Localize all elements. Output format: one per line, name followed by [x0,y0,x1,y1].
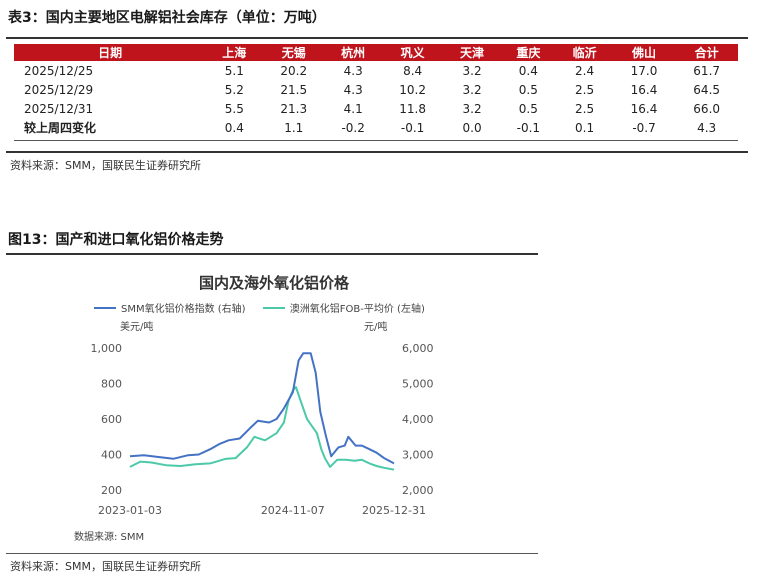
x-tick-label: 2025-12-31 [362,504,426,517]
table-cell: 0.4 [224,120,244,135]
y-right-tick-label: 2,000 [402,484,434,497]
table-row-label: 较上周四变化 [24,121,97,135]
legend-label-fob: 澳洲氧化铝FOB-平均价 (左轴) [289,304,425,315]
right-axis-unit: 元/吨 [364,322,388,333]
table-cell: 20.2 [280,63,308,78]
table-header-cell: 杭州 [325,44,382,61]
table-header-row: 日期 上海 无锡 杭州 巩义 天津 重庆 临沂 佛山 合计 [14,44,738,61]
table-cell: 0.5 [518,101,538,116]
table-cell: 4.1 [343,101,363,116]
table-cell: 61.7 [693,63,721,78]
figure-bottom-rule [6,553,538,554]
table-header-cell: 佛山 [612,44,676,61]
left-axis-unit: 美元/吨 [120,322,154,333]
table-cell: 4.3 [343,82,363,97]
figure-source: 资料来源：SMM，国联民生证券研究所 [10,560,201,573]
chart-footnote: 数据来源: SMM [74,532,145,543]
table-header-cell: 重庆 [500,44,557,61]
legend-swatch-smm [94,306,116,309]
table-row-label: 2025/12/31 [24,101,94,116]
table-cell: 3.2 [462,63,482,78]
table-cell: 16.4 [630,82,658,97]
table-cell: 3.2 [462,82,482,97]
alumina-price-chart: 国内及海外氧化铝价格 SMM氧化铝价格指数 (右轴) 澳洲氧化铝FOB-平均价 … [74,264,474,549]
table-cell: 2.5 [575,101,595,116]
y-left-tick-label: 800 [101,378,122,391]
table-row: 2025/12/31 5.5 21.3 4.1 11.8 3.2 0.5 2.5 16.4 66.… [14,99,738,118]
table-cell: 21.3 [280,101,308,116]
series-line-fob [129,386,395,471]
table-header-cell: 上海 [206,44,263,61]
y-right-tick-label: 5,000 [402,378,434,391]
table-cell: 0.4 [518,63,538,78]
table-header-cell: 合计 [675,44,738,61]
table-header-cell: 临沂 [556,44,613,61]
table-header-cell: 巩义 [381,44,444,61]
table-header-cell: 天津 [443,44,501,61]
y-left-tick-label: 200 [101,484,122,497]
legend-swatch-fob [262,306,285,309]
table-cell: 10.2 [399,82,426,97]
table-cell: -0.2 [341,120,365,135]
table-cell: -0.1 [516,120,541,135]
table-cell: -0.1 [400,120,425,135]
inventory-table: 日期 上海 无锡 杭州 巩义 天津 重庆 临沂 佛山 合计 2025/12/25 5.1 20.2 4.… [14,44,738,137]
table-cell: 8.4 [403,63,423,78]
table-cell: 4.3 [343,63,363,78]
table-cell: 21.5 [280,82,308,97]
chart-plot: 200 400 600 800 1,000 2,000 3,000 4,000 5,000 6,0… [91,342,434,517]
table-header-cell: 无锡 [262,44,326,61]
table-cell: -0.7 [632,120,656,135]
series-line-smm [129,352,395,465]
table-cell: 5.1 [224,63,244,78]
y-left-tick-label: 400 [101,449,122,462]
table-row: 2025/12/25 5.1 20.2 4.3 8.4 3.2 0.4 2.4 17.0 61.7 [14,61,738,80]
y-right-tick-label: 3,000 [402,449,434,462]
table-cell: 11.8 [399,101,426,116]
table-title-rule [6,37,748,39]
table-header-cell: 日期 [14,44,207,61]
table-row: 2025/12/29 5.2 21.5 4.3 10.2 3.2 0.5 2.5 16.4 64.… [14,80,738,99]
figure-title-rule [6,253,538,255]
table-cell: 3.2 [462,101,482,116]
figure-title: 图13：国产和进口氧化铝价格走势 [8,232,224,248]
table-cell: 2.5 [575,82,595,97]
table-cell: 2.4 [575,63,595,78]
y-right-tick-label: 4,000 [402,413,434,426]
table-cell: 66.0 [693,101,721,116]
table-row-label: 2025/12/29 [24,82,94,97]
table-end-rule [6,151,748,153]
table-cell: 4.3 [697,120,717,135]
table-cell: 5.2 [224,82,244,97]
legend-label-smm: SMM氧化铝价格指数 (右轴) [121,304,246,315]
table-cell: 0.1 [575,120,595,135]
table-cell: 17.0 [630,63,658,78]
x-tick-label: 2024-11-07 [261,504,325,517]
chart-legend: SMM氧化铝价格指数 (右轴) 澳洲氧化铝FOB-平均价 (左轴) [94,300,439,315]
chart-title: 国内及海外氧化铝价格 [198,274,349,292]
y-right-tick-label: 6,000 [402,342,434,355]
table-row: 较上周四变化 0.4 1.1 -0.2 -0.1 0.0 -0.1 0.1 -0.7 4.3 [14,118,738,137]
table-cell: 0.0 [462,120,482,135]
y-left-tick-label: 600 [101,413,122,426]
table-row-label: 2025/12/25 [24,63,94,78]
table-cell: 16.4 [630,101,658,116]
table-cell: 0.5 [518,82,538,97]
table-bottom-rule [14,140,738,141]
y-left-tick-label: 1,000 [91,342,123,355]
table-cell: 64.5 [693,82,721,97]
table-cell: 1.1 [284,120,304,135]
x-tick-label: 2023-01-03 [98,504,162,517]
table-cell: 5.5 [224,101,244,116]
legend-item-fob: 澳洲氧化铝FOB-平均价 (左轴) [262,300,425,315]
legend-item-smm: SMM氧化铝价格指数 (右轴) [94,300,246,315]
table-source: 资料来源：SMM，国联民生证券研究所 [10,159,201,172]
table-title: 表3：国内主要地区电解铝社会库存（单位：万吨） [8,10,326,26]
